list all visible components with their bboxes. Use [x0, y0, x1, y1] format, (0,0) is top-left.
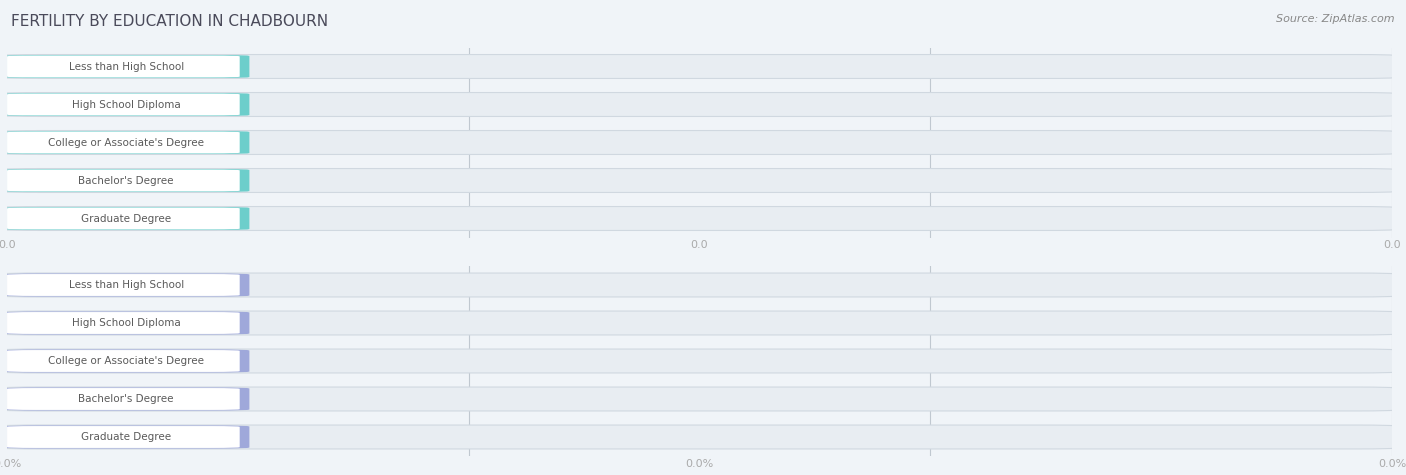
Text: 0.0%: 0.0% — [208, 432, 238, 442]
Text: College or Associate's Degree: College or Associate's Degree — [48, 137, 204, 148]
Text: Source: ZipAtlas.com: Source: ZipAtlas.com — [1277, 14, 1395, 24]
Text: High School Diploma: High School Diploma — [72, 99, 180, 110]
Text: 0.0: 0.0 — [218, 99, 238, 110]
FancyBboxPatch shape — [6, 207, 249, 230]
FancyBboxPatch shape — [1, 55, 1396, 78]
FancyBboxPatch shape — [7, 350, 239, 372]
Text: 0.0: 0.0 — [218, 213, 238, 224]
FancyBboxPatch shape — [7, 94, 239, 115]
FancyBboxPatch shape — [6, 55, 249, 78]
FancyBboxPatch shape — [6, 312, 249, 334]
FancyBboxPatch shape — [1, 387, 1396, 411]
FancyBboxPatch shape — [1, 349, 1396, 373]
FancyBboxPatch shape — [1, 311, 1396, 335]
Text: College or Associate's Degree: College or Associate's Degree — [48, 356, 204, 366]
FancyBboxPatch shape — [1, 425, 1396, 449]
Text: 0.0: 0.0 — [218, 175, 238, 186]
Text: 0.0%: 0.0% — [208, 318, 238, 328]
Text: 0.0%: 0.0% — [208, 280, 238, 290]
Text: Bachelor's Degree: Bachelor's Degree — [79, 175, 174, 186]
FancyBboxPatch shape — [6, 131, 249, 154]
FancyBboxPatch shape — [6, 93, 249, 116]
FancyBboxPatch shape — [7, 208, 239, 229]
FancyBboxPatch shape — [7, 388, 239, 410]
Text: Graduate Degree: Graduate Degree — [82, 432, 172, 442]
Text: Graduate Degree: Graduate Degree — [82, 213, 172, 224]
FancyBboxPatch shape — [6, 426, 249, 448]
Text: Less than High School: Less than High School — [69, 61, 184, 72]
FancyBboxPatch shape — [1, 93, 1396, 116]
Text: 0.0%: 0.0% — [208, 394, 238, 404]
Text: Less than High School: Less than High School — [69, 280, 184, 290]
FancyBboxPatch shape — [1, 207, 1396, 230]
Text: 0.0%: 0.0% — [208, 356, 238, 366]
FancyBboxPatch shape — [1, 131, 1396, 154]
FancyBboxPatch shape — [6, 169, 249, 192]
FancyBboxPatch shape — [7, 312, 239, 334]
FancyBboxPatch shape — [6, 388, 249, 410]
FancyBboxPatch shape — [1, 273, 1396, 297]
FancyBboxPatch shape — [6, 274, 249, 296]
FancyBboxPatch shape — [7, 274, 239, 296]
FancyBboxPatch shape — [7, 426, 239, 448]
Text: FERTILITY BY EDUCATION IN CHADBOURN: FERTILITY BY EDUCATION IN CHADBOURN — [11, 14, 329, 29]
Text: Bachelor's Degree: Bachelor's Degree — [79, 394, 174, 404]
Text: High School Diploma: High School Diploma — [72, 318, 180, 328]
FancyBboxPatch shape — [6, 350, 249, 372]
Text: 0.0: 0.0 — [218, 61, 238, 72]
Text: 0.0: 0.0 — [218, 137, 238, 148]
FancyBboxPatch shape — [7, 132, 239, 153]
FancyBboxPatch shape — [1, 169, 1396, 192]
FancyBboxPatch shape — [7, 56, 239, 77]
FancyBboxPatch shape — [7, 170, 239, 191]
